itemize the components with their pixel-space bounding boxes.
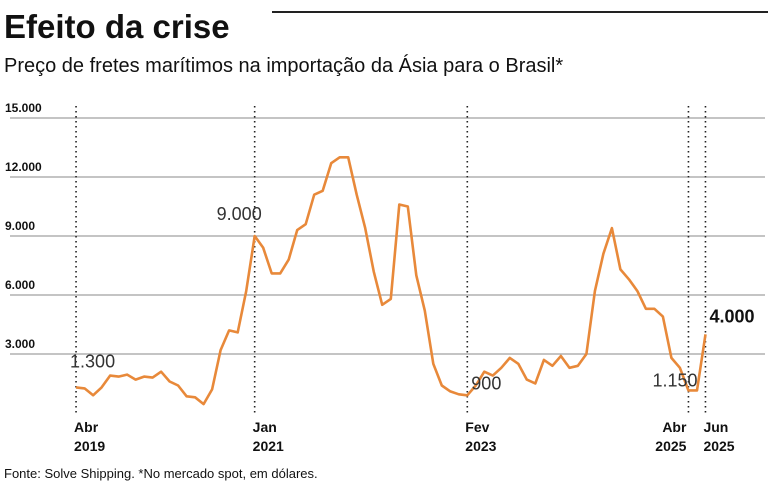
- y-tick-label: 15.000: [5, 101, 42, 115]
- x-tick-label: Fev 2023: [465, 419, 496, 454]
- chart-subtitle: Preço de fretes marítimos na importação …: [4, 54, 563, 77]
- annotation: 900: [471, 373, 501, 393]
- x-tick-label: Jun 2025: [703, 419, 734, 454]
- annotation: 1.300: [70, 351, 115, 371]
- annotation: 4.000: [709, 306, 754, 326]
- data-line: [75, 156, 707, 406]
- annotation: 9.000: [217, 204, 262, 224]
- chart-title: Efeito da crise: [4, 8, 230, 45]
- y-tick-label: 12.000: [5, 160, 42, 174]
- y-tick-label: 9.000: [5, 219, 35, 233]
- x-tick-label: Abr 2019: [74, 419, 105, 454]
- y-tick-label: 6.000: [5, 278, 35, 292]
- x-tick-label: Jan 2021: [253, 419, 284, 454]
- y-tick-label: 3.000: [5, 337, 35, 351]
- source-note: Fonte: Solve Shipping. *No mercado spot,…: [4, 466, 318, 481]
- x-tick-label: Abr 2025: [655, 419, 687, 454]
- annotation: 1.150: [652, 370, 697, 390]
